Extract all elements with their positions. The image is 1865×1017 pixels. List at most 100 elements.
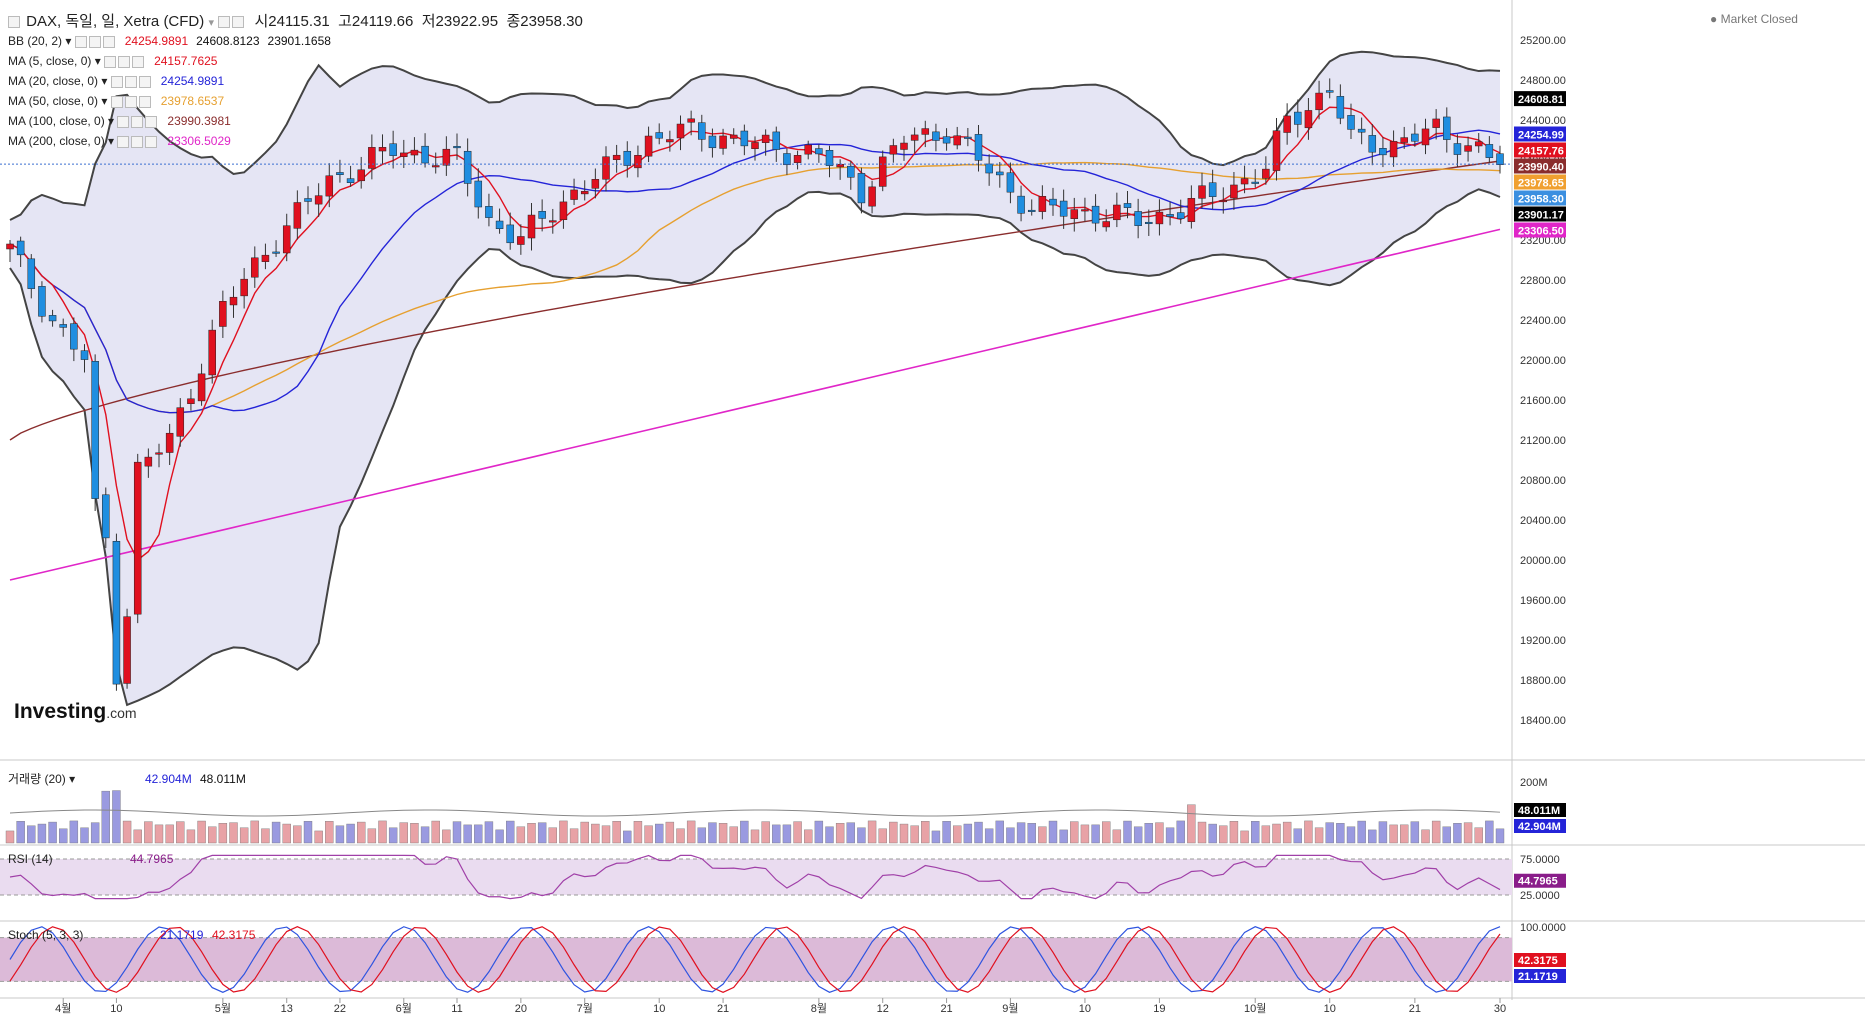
volume-bar xyxy=(655,823,664,844)
candle-body xyxy=(421,145,429,164)
candle-body xyxy=(1496,153,1504,165)
volume-bar xyxy=(718,823,728,844)
candle-body xyxy=(1389,141,1398,158)
settings-icon[interactable] xyxy=(117,115,130,128)
visibility-icon[interactable] xyxy=(232,16,245,29)
candle-body xyxy=(974,134,983,161)
instrument-title: DAX, 독일, 일, Xetra (CFD) xyxy=(26,13,205,30)
indicator-row[interactable]: MA (20, close, 0) ▾ 24254.9891 xyxy=(8,74,224,88)
y-tick-label: 21600.00 xyxy=(1520,395,1566,407)
volume-bar xyxy=(197,820,206,844)
volume-bar xyxy=(1442,826,1451,844)
volume-bar xyxy=(495,829,504,844)
candle-body xyxy=(857,173,866,204)
candle-body xyxy=(985,163,993,174)
y-tick-label: 20400.00 xyxy=(1520,515,1566,527)
rsi-band xyxy=(0,859,1512,895)
settings-icon[interactable] xyxy=(74,35,87,48)
indicator-row[interactable]: BB (20, 2) ▾ 24254.9891 24608.8123 23901.1… xyxy=(8,34,331,48)
chevron-down-icon[interactable]: ▾ xyxy=(208,17,214,29)
volume-bar xyxy=(1378,821,1388,844)
visibility-icon[interactable] xyxy=(124,75,137,88)
indicator-row[interactable]: MA (5, close, 0) ▾ 24157.7625 xyxy=(8,54,217,68)
volume-bar xyxy=(1240,830,1249,844)
open-label: 시 xyxy=(254,13,269,30)
collapse-icon[interactable] xyxy=(8,16,20,29)
volume-badge-label: 42.904M xyxy=(1518,821,1561,833)
candle-body xyxy=(314,195,323,205)
candle-body xyxy=(229,296,238,306)
settings-icon[interactable] xyxy=(218,16,231,29)
volume-bar xyxy=(378,820,387,844)
volume-bar xyxy=(463,824,472,844)
indicator-value: 23901.1658 xyxy=(267,34,331,48)
stoch-panel: 100.0000 42.3175 21.1719 Stoch (5, 3, 3) 21.… xyxy=(0,922,1566,994)
x-tick-label: 10 xyxy=(110,1003,122,1015)
volume-bar xyxy=(942,821,951,844)
candle-body xyxy=(144,456,153,467)
price-badge xyxy=(1514,174,1566,190)
x-tick-label: 10월 xyxy=(1244,1002,1266,1015)
candle-body xyxy=(921,128,930,135)
candle-body xyxy=(538,211,546,219)
candle-body xyxy=(1176,212,1185,219)
volume-bar xyxy=(325,821,334,844)
visibility-icon[interactable] xyxy=(131,135,144,148)
candle-body xyxy=(666,139,674,143)
visibility-icon[interactable] xyxy=(88,35,101,48)
volume-bar xyxy=(346,823,355,844)
volume-bar xyxy=(80,827,89,844)
y-tick-label: 18400.00 xyxy=(1520,715,1566,727)
volume-bar xyxy=(239,827,249,844)
indicator-row[interactable]: MA (100, close, 0) ▾ 23990.3981 xyxy=(8,114,231,128)
rsi-tick-label: 75.0000 xyxy=(1520,854,1560,866)
volume-bar xyxy=(431,820,440,844)
settings-icon[interactable] xyxy=(117,135,130,148)
candle-body xyxy=(634,155,642,169)
volume-bar xyxy=(612,821,621,844)
remove-icon[interactable] xyxy=(145,115,158,128)
candle-body xyxy=(815,148,823,155)
rsi-badge-label: 44.7965 xyxy=(1518,876,1558,888)
volume-bar xyxy=(835,823,845,844)
volume-bar xyxy=(1123,820,1132,844)
volume-bar xyxy=(335,825,345,844)
chart-header: DAX, 독일, 일, Xetra (CFD) ▾ 시24115.31 고241… xyxy=(8,10,583,31)
candle-body xyxy=(1091,205,1100,224)
remove-icon[interactable] xyxy=(138,95,151,108)
volume-bar xyxy=(1208,823,1217,844)
x-tick-label: 12 xyxy=(877,1003,889,1015)
candle-body xyxy=(1059,200,1068,217)
candle-body xyxy=(346,178,355,183)
indicator-label: MA (20, close, 0) ▾ xyxy=(8,74,111,88)
remove-icon[interactable] xyxy=(138,75,151,88)
volume-bar xyxy=(229,822,238,844)
volume-bar xyxy=(686,820,696,844)
indicator-value: 23978.6537 xyxy=(160,94,225,108)
volume-bar xyxy=(527,823,536,844)
open-value: 24115.31 xyxy=(268,13,330,30)
x-tick-label: 20 xyxy=(515,1003,527,1015)
settings-icon[interactable] xyxy=(104,55,117,68)
volume-bar xyxy=(676,828,685,844)
visibility-icon[interactable] xyxy=(124,95,137,108)
settings-icon[interactable] xyxy=(110,75,123,88)
volume-bar xyxy=(1272,823,1281,844)
settings-icon[interactable] xyxy=(110,95,123,108)
indicator-value: 24608.8123 xyxy=(196,34,260,48)
indicator-row[interactable]: MA (50, close, 0) ▾ 23978.6537 xyxy=(8,94,224,108)
indicator-row[interactable]: MA (200, close, 0) ▾ 23306.5029 xyxy=(8,134,231,148)
volume-bar xyxy=(1474,827,1483,844)
price-panel: 25200.0024800.0024400.0024000.0023600.00… xyxy=(0,35,1566,727)
candle-body xyxy=(847,165,855,178)
remove-icon[interactable] xyxy=(132,55,145,68)
candle-body xyxy=(1368,135,1377,153)
visibility-icon[interactable] xyxy=(131,115,144,128)
remove-icon[interactable] xyxy=(145,135,158,148)
candle-body xyxy=(112,541,121,685)
visibility-icon[interactable] xyxy=(118,55,131,68)
volume-bar xyxy=(250,820,259,844)
remove-icon[interactable] xyxy=(102,35,115,48)
candle-body xyxy=(6,243,14,250)
